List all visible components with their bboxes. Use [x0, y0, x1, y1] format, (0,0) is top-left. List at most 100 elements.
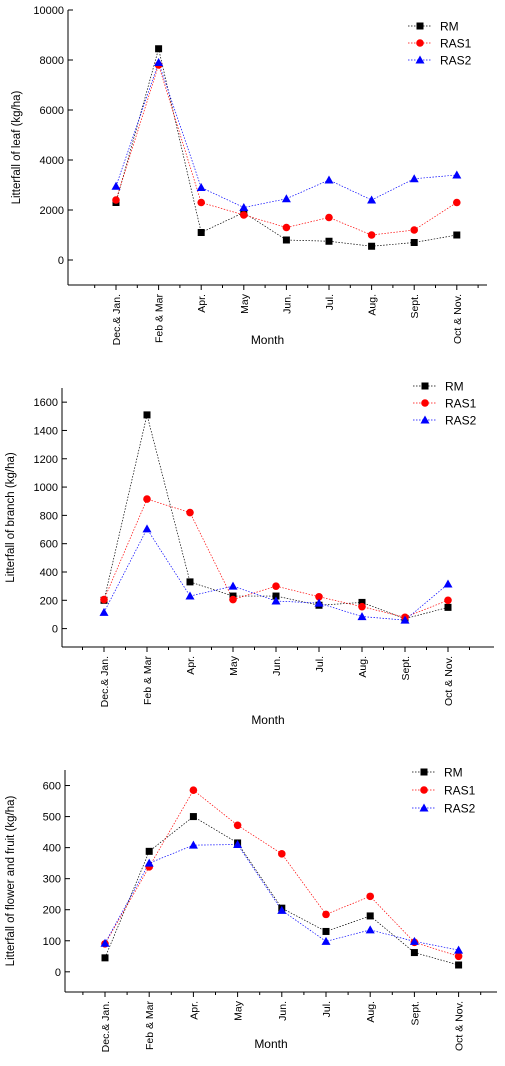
data-point-ras1 [189, 786, 198, 794]
y-tick-label: 2000 [40, 205, 64, 217]
data-point-ras1 [453, 198, 461, 207]
data-point-ras2 [277, 905, 287, 914]
legend-marker-ras2 [419, 803, 429, 812]
series-line-rm [115, 48, 457, 247]
x-axis-label: Month [251, 333, 284, 347]
x-tick-label: Dec.& Jan. [99, 656, 111, 707]
legend: RM RAS1 RAS2 [412, 766, 476, 816]
y-tick-label: 10000 [33, 5, 64, 17]
data-point-ras2 [367, 195, 377, 204]
x-tick-label: Aug. [357, 656, 369, 678]
x-tick-label: Feb & Mar [142, 655, 154, 705]
x-tick-label: May [233, 1000, 245, 1021]
y-tick-label: 300 [43, 874, 61, 886]
x-tick-label: Apr. [185, 656, 197, 675]
x-tick-label: Dec.& Jan. [100, 1001, 112, 1052]
series-line-ras1 [104, 789, 459, 957]
data-point-ras2 [154, 58, 164, 66]
legend-marker-rm [421, 382, 429, 390]
data-point-rm [189, 813, 197, 821]
data-point-rm [366, 912, 374, 920]
series-line-ras2 [115, 61, 457, 208]
y-tick-label: 400 [43, 843, 61, 855]
x-tick-label: Oct & Nov. [454, 1001, 466, 1051]
series-line-ras2 [103, 528, 449, 621]
y-tick-label: 100 [43, 936, 61, 948]
y-tick-label: 400 [40, 567, 58, 579]
x-tick-label: Sept. [409, 1001, 421, 1026]
legend-marker-ras2 [420, 415, 430, 424]
data-point-rm [322, 927, 330, 935]
y-tick-label: 600 [43, 781, 61, 793]
x-axis-label: Month [251, 713, 284, 727]
data-point-ras2 [452, 170, 462, 179]
legend: RM RAS1 RAS2 [413, 380, 477, 428]
data-point-rm [325, 237, 333, 245]
data-point-rm [272, 592, 280, 600]
y-axis-label: Litterfall of flower and fruit (kg/ha) [5, 796, 17, 967]
y-tick-label: 500 [43, 812, 61, 824]
data-point-ras2 [324, 175, 334, 184]
data-point-ras2 [233, 840, 243, 849]
legend-label: RAS2 [444, 802, 476, 816]
data-point-ras1 [282, 223, 291, 232]
data-point-rm [444, 603, 452, 611]
data-point-ras2 [144, 858, 154, 867]
chart-panel-1: 0 2000 4000 6000 8000 10000 Dec.& Jan. Feb & Ma… [11, 5, 487, 347]
data-point-ras2 [314, 598, 324, 607]
data-point-ras1 [272, 582, 280, 590]
legend-label: RM [444, 766, 463, 780]
legend-label: RAS1 [440, 37, 472, 51]
legend-marker-ras1 [421, 399, 429, 407]
data-point-rm [155, 45, 163, 53]
data-point-rm [368, 242, 376, 250]
data-point-ras2 [281, 194, 291, 203]
x-tick-label: May [239, 293, 251, 314]
series-line-ras1 [115, 63, 457, 236]
data-point-ras2 [100, 938, 110, 947]
x-tick-label: Jun. [281, 294, 293, 314]
data-point-rm [358, 598, 366, 606]
data-point-ras2 [188, 840, 198, 849]
data-point-ras1 [143, 495, 151, 503]
legend-label: RAS1 [445, 397, 477, 411]
x-tick-label: Apr. [196, 294, 208, 313]
y-tick-label: 200 [43, 905, 61, 917]
y-tick-label: 1000 [34, 482, 58, 494]
y-tick-label: 1400 [34, 425, 58, 437]
legend-marker-ras1 [420, 786, 428, 794]
data-point-ras1 [325, 213, 333, 222]
x-tick-label: Jul. [314, 656, 326, 672]
legend-label: RAS2 [440, 54, 472, 68]
x-tick-label: Sept. [409, 294, 421, 319]
series-line-ras1 [103, 498, 449, 618]
y-tick-label: 4000 [40, 155, 64, 167]
x-tick-label: Feb & Mar [144, 1000, 156, 1050]
legend-marker-ras1 [416, 39, 424, 47]
data-point-ras1 [358, 602, 366, 611]
data-point-ras1 [366, 892, 375, 901]
data-point-ras2 [185, 591, 195, 600]
data-point-rm [282, 236, 290, 244]
data-point-rm [145, 847, 153, 855]
x-tick-label: Oct & Nov. [443, 656, 455, 706]
x-tick-label: Sept. [400, 656, 412, 681]
data-point-ras1 [240, 211, 248, 219]
data-point-ras2 [142, 524, 152, 533]
data-point-ras2 [196, 183, 206, 191]
y-tick-label: 0 [52, 624, 58, 636]
data-point-ras2 [271, 596, 281, 605]
data-point-ras1 [410, 226, 419, 234]
legend-marker-rm [416, 22, 424, 30]
y-tick-label: 600 [40, 539, 58, 551]
data-point-ras2 [228, 581, 238, 590]
data-point-rm [410, 239, 418, 246]
data-point-ras1 [322, 910, 330, 919]
x-tick-label: Jun. [277, 1001, 289, 1021]
data-point-rm [197, 229, 205, 236]
data-point-ras2 [409, 174, 419, 183]
data-point-rm [410, 949, 418, 957]
x-tick-label: Jul. [324, 294, 336, 310]
x-axis-label: Month [254, 1037, 287, 1051]
